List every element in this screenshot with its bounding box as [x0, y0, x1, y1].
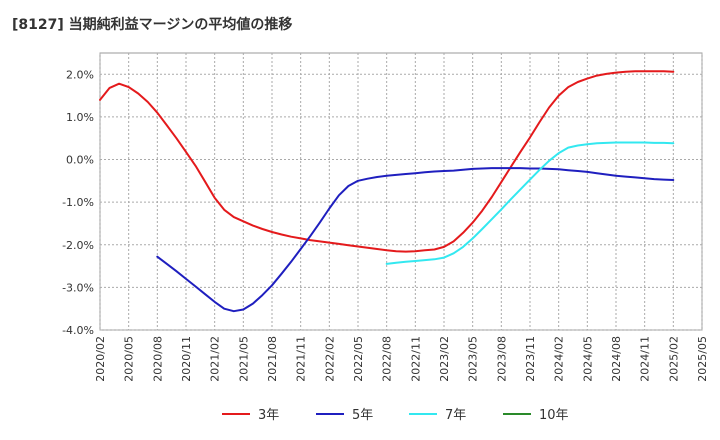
x-tick-label: 2024/02 — [553, 336, 566, 382]
plot-border — [99, 52, 703, 331]
legend-label-5年: 5年 — [352, 408, 373, 423]
x-tick-label: 2023/08 — [495, 336, 508, 382]
legend: 3年 5年 7年 10年 — [222, 408, 569, 423]
y-tick-label: -4.0% — [62, 324, 94, 337]
y-axis-tick-labels: 2.0% 1.0% 0.0% -1.0% -2.0% -3.0% -4.0% — [62, 68, 94, 337]
series-line-5年 — [156, 167, 675, 313]
x-tick-label: 2024/08 — [610, 336, 623, 382]
x-tick-label: 2022/02 — [323, 336, 336, 382]
series-line-7年 — [385, 141, 675, 265]
y-tick-label: 2.0% — [66, 68, 94, 81]
x-tick-label: 2023/02 — [438, 336, 451, 382]
y-tick-label: -1.0% — [62, 196, 94, 209]
chart-title: [8127] 当期純利益マージンの平均値の推移 — [12, 17, 293, 33]
legend-label-3年: 3年 — [258, 408, 279, 423]
x-tick-label: 2022/11 — [409, 336, 422, 382]
x-tick-label: 2021/08 — [266, 336, 279, 382]
y-tick-label: -3.0% — [62, 281, 94, 294]
y-tick-label: 1.0% — [66, 111, 94, 124]
grid-layer — [99, 52, 703, 331]
x-tick-label: 2020/08 — [151, 336, 164, 382]
x-tick-label: 2025/02 — [667, 336, 680, 382]
series-line-3年 — [99, 70, 675, 253]
y-tick-label: -2.0% — [62, 239, 94, 252]
legend-label-10年: 10年 — [539, 408, 569, 423]
x-tick-label: 2023/05 — [467, 336, 480, 382]
x-tick-label: 2022/05 — [352, 336, 365, 382]
x-tick-label: 2020/05 — [123, 336, 136, 382]
x-tick-label: 2024/11 — [639, 336, 652, 382]
series-layer — [99, 70, 675, 313]
x-tick-label: 2020/02 — [94, 336, 107, 382]
x-tick-label: 2024/05 — [581, 336, 594, 382]
x-tick-label: 2025/05 — [696, 336, 709, 382]
y-tick-label: 0.0% — [66, 154, 94, 167]
x-tick-label: 2021/05 — [237, 336, 250, 382]
x-tick-label: 2020/11 — [180, 336, 193, 382]
x-axis-tick-labels: 2020/02 2020/05 2020/08 2020/11 2021/02 2021/… — [94, 336, 709, 382]
x-tick-label: 2021/02 — [209, 336, 222, 382]
x-tick-label: 2021/11 — [295, 336, 308, 382]
legend-label-7年: 7年 — [445, 408, 466, 423]
x-tick-label: 2023/11 — [524, 336, 537, 382]
x-tick-label: 2022/08 — [381, 336, 394, 382]
